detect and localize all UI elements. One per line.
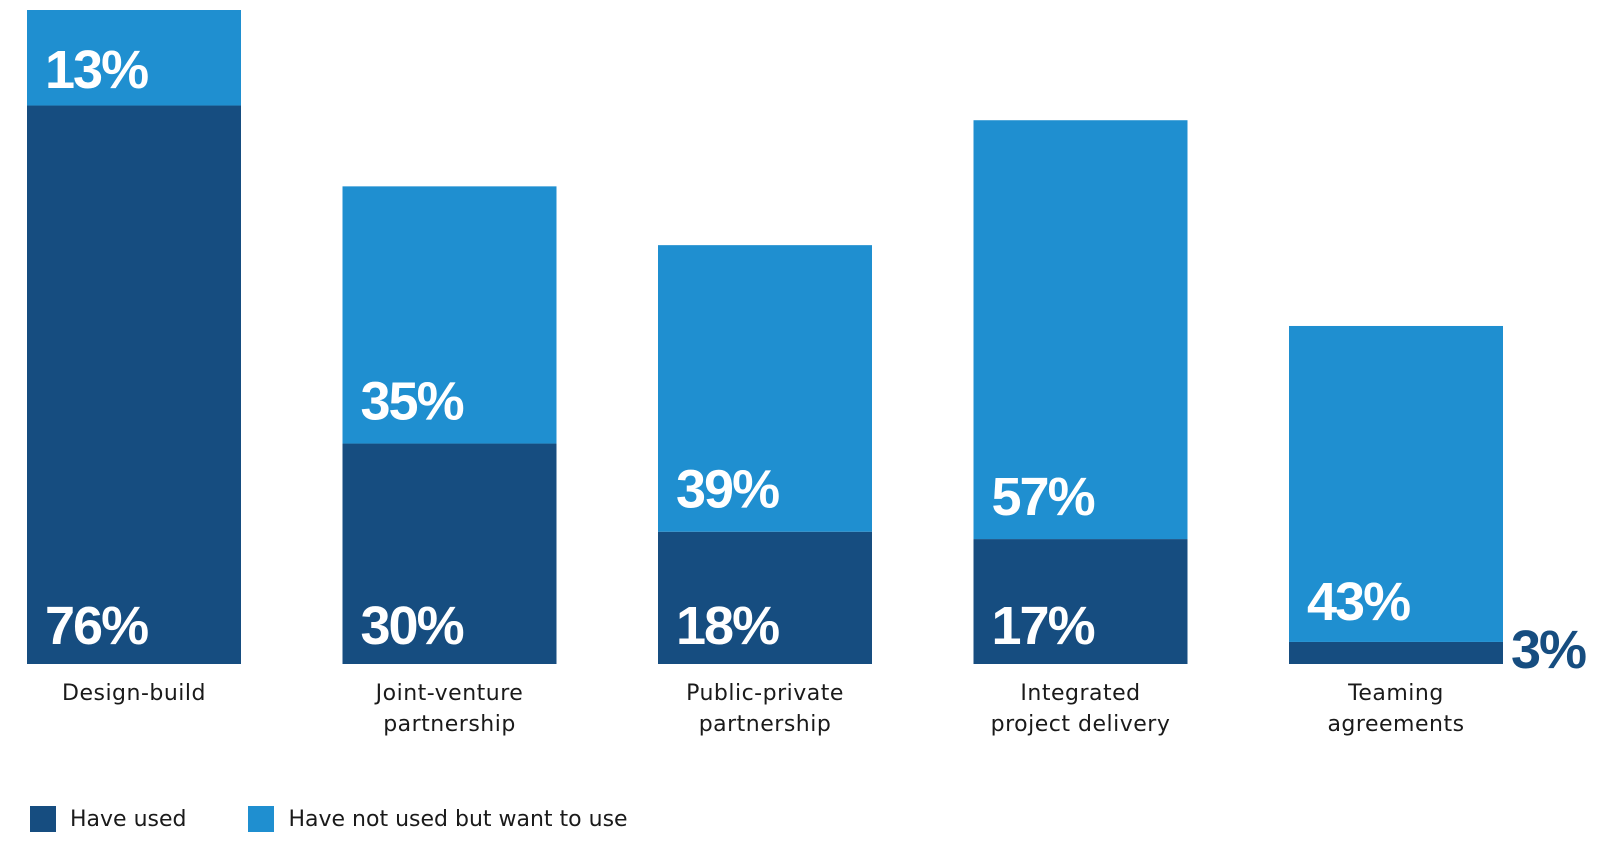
data-label-want-to-use: 57% bbox=[992, 467, 1095, 527]
data-label-want-to-use: 43% bbox=[1307, 572, 1410, 632]
bar-want-to-use bbox=[342, 186, 557, 444]
data-label-have-used: 18% bbox=[676, 596, 779, 656]
category-label: Integrated bbox=[1020, 681, 1140, 706]
category-label: Joint-venture bbox=[374, 681, 524, 706]
bar-have-used bbox=[1289, 641, 1503, 664]
data-label-have-used: 30% bbox=[361, 596, 464, 656]
data-label-want-to-use: 35% bbox=[361, 372, 464, 432]
category-label: Public-private bbox=[686, 681, 844, 706]
category-label: partnership bbox=[699, 712, 832, 737]
category-label: Teaming bbox=[1347, 681, 1444, 706]
legend-swatch-have-used bbox=[30, 806, 56, 832]
legend-item-have-used: Have used bbox=[30, 806, 186, 832]
bar-want-to-use bbox=[658, 245, 872, 532]
category-label: agreements bbox=[1327, 712, 1464, 737]
bar-have-used bbox=[658, 531, 872, 664]
bar-want-to-use bbox=[973, 120, 1188, 540]
category-label: Design-build bbox=[62, 681, 206, 706]
bar-want-to-use bbox=[1289, 325, 1503, 642]
bar-want-to-use bbox=[27, 10, 241, 106]
bar-have-used bbox=[27, 105, 241, 665]
legend-item-want-to-use: Have not used but want to use bbox=[248, 806, 628, 832]
legend-label-want-to-use: Have not used but want to use bbox=[288, 806, 628, 832]
data-label-want-to-use: 39% bbox=[676, 460, 779, 520]
legend: Have used Have not used but want to use bbox=[30, 806, 690, 832]
legend-label-have-used: Have used bbox=[70, 806, 187, 832]
category-label: project delivery bbox=[991, 712, 1171, 737]
bar-have-used bbox=[973, 539, 1188, 664]
legend-swatch-want-to-use bbox=[248, 806, 275, 832]
data-label-have-used: 76% bbox=[45, 596, 148, 656]
bar-have-used bbox=[342, 443, 557, 664]
data-label-have-used: 17% bbox=[992, 596, 1095, 656]
data-label-have-used: 3% bbox=[1511, 620, 1586, 680]
category-label: partnership bbox=[383, 712, 516, 737]
data-label-want-to-use: 13% bbox=[45, 40, 148, 100]
